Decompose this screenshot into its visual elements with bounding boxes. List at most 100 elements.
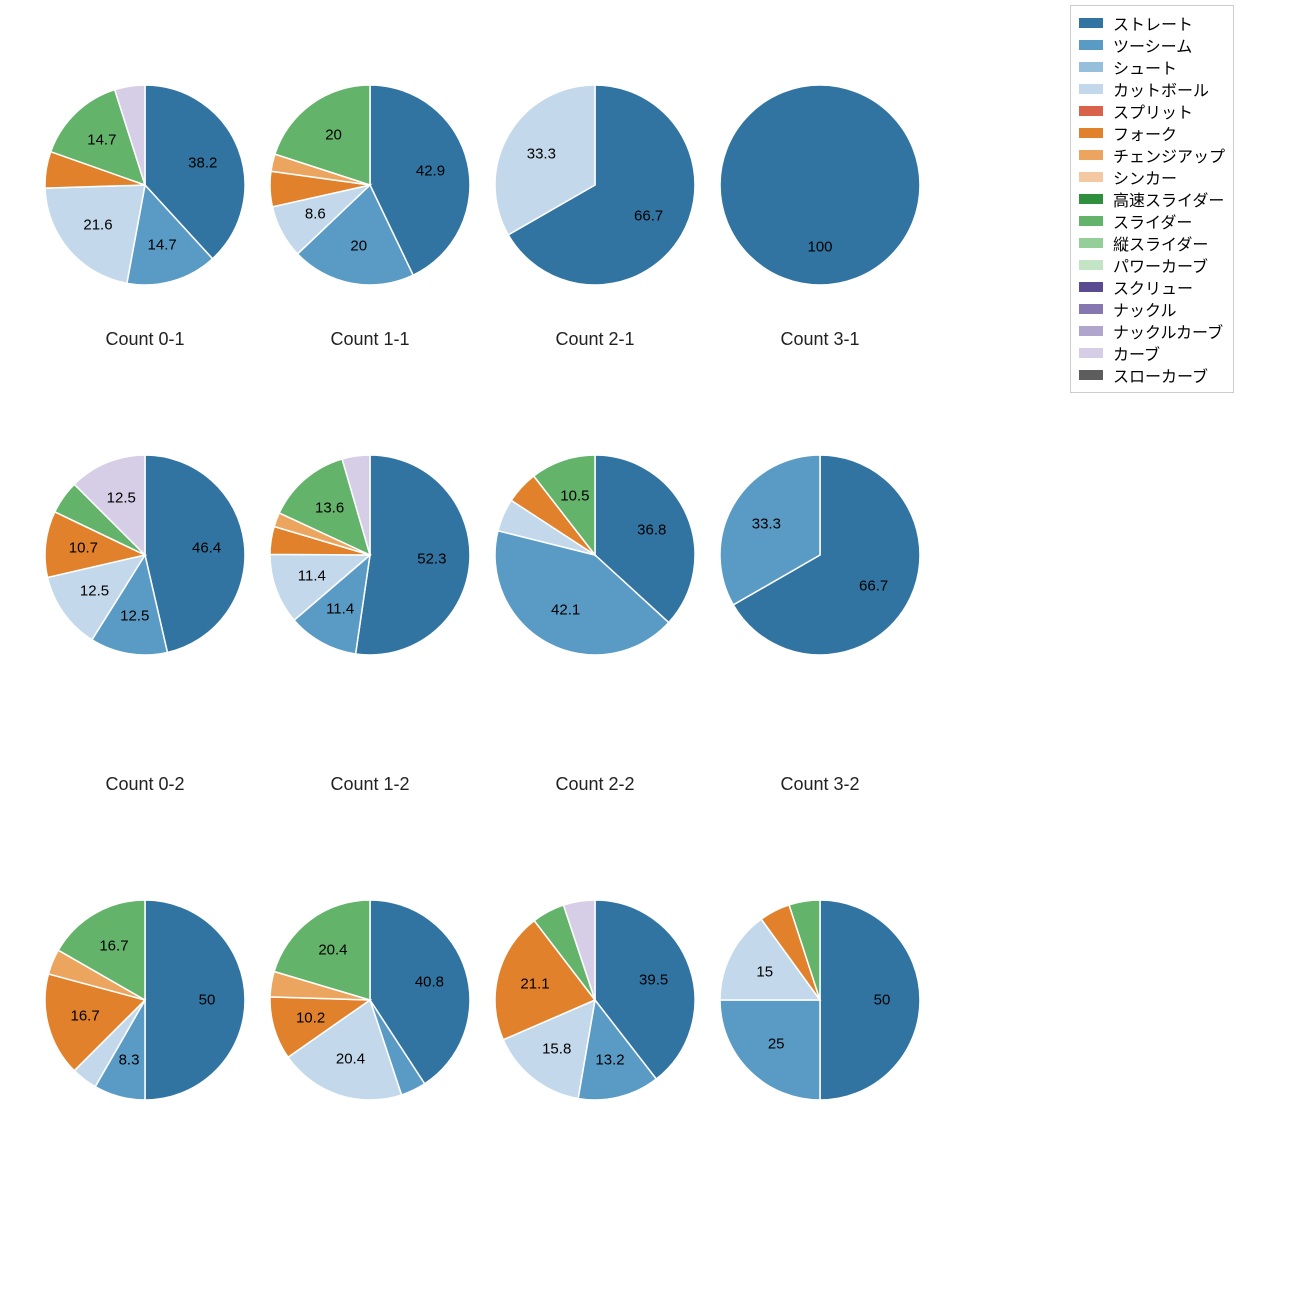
- legend-item: ストレート: [1079, 12, 1225, 34]
- pie-slice-label: 25: [768, 1035, 785, 1052]
- legend-label: パワーカーブ: [1113, 253, 1208, 277]
- pie-chart: Count 0-146.412.512.510.712.5: [45, 455, 245, 655]
- legend-item: パワーカーブ: [1079, 254, 1225, 276]
- pie-slice-label: 38.2: [188, 154, 217, 171]
- pie-slice-label: 20.4: [318, 942, 347, 959]
- pie-chart: Count 2-239.513.215.821.1: [495, 900, 695, 1100]
- pie-slice-label: 20.4: [336, 1050, 365, 1067]
- pie-slice-label: 100: [807, 239, 832, 256]
- pie-slice-label: 50: [874, 992, 891, 1009]
- legend-label: シュート: [1113, 55, 1177, 79]
- pie-title: Count 2-1: [495, 329, 695, 350]
- pie-slice-label: 10.5: [560, 488, 589, 505]
- pie-slice: [356, 455, 470, 655]
- pie-slice-label: 21.1: [520, 976, 549, 993]
- pie-chart: Count 2-136.842.110.5: [495, 455, 695, 655]
- legend-item: スライダー: [1079, 210, 1225, 232]
- legend-swatch: [1079, 304, 1103, 314]
- pie-slice-label: 8.6: [305, 206, 326, 223]
- legend-label: ナックル: [1113, 297, 1177, 321]
- pie-svg: [45, 85, 245, 285]
- legend-label: スクリュー: [1113, 275, 1193, 299]
- legend-swatch: [1079, 326, 1103, 336]
- legend-label: チェンジアップ: [1113, 143, 1225, 167]
- legend-label: 縦スライダー: [1113, 231, 1208, 255]
- pie-slice-label: 36.8: [637, 522, 666, 539]
- legend-swatch: [1079, 260, 1103, 270]
- legend-label: フォーク: [1113, 121, 1177, 145]
- legend-item: フォーク: [1079, 122, 1225, 144]
- pie-svg: [495, 455, 695, 655]
- pie-slice-label: 21.6: [83, 217, 112, 234]
- pie-title: Count 2-2: [495, 774, 695, 795]
- pie-slice: [820, 900, 920, 1100]
- legend-label: カーブ: [1113, 341, 1160, 365]
- pie-svg: [495, 900, 695, 1100]
- pie-slice-label: 46.4: [192, 540, 221, 557]
- pie-svg: [270, 85, 470, 285]
- pie-slice-label: 33.3: [527, 145, 556, 162]
- pie-chart: Count 3-0100: [720, 85, 920, 285]
- pie-chart: Count 0-2508.316.716.7: [45, 900, 245, 1100]
- pie-slice-label: 20: [350, 237, 367, 254]
- legend-label: スプリット: [1113, 99, 1193, 123]
- pie-chart: Count 2-066.733.3: [495, 85, 695, 285]
- pie-chart: Count 3-166.733.3: [720, 455, 920, 655]
- legend-swatch: [1079, 62, 1103, 72]
- pie-slice-label: 12.5: [80, 582, 109, 599]
- legend-item: ナックルカーブ: [1079, 320, 1225, 342]
- legend-swatch: [1079, 18, 1103, 28]
- pie-slice-label: 8.3: [119, 1051, 140, 1068]
- legend-item: 高速スライダー: [1079, 188, 1225, 210]
- legend-swatch: [1079, 194, 1103, 204]
- legend-item: ナックル: [1079, 298, 1225, 320]
- legend-label: シンカー: [1113, 165, 1177, 189]
- legend-swatch: [1079, 128, 1103, 138]
- pie-title: Count 1-2: [270, 774, 470, 795]
- legend-label: ストレート: [1113, 11, 1193, 35]
- legend-swatch: [1079, 348, 1103, 358]
- pie-slice-label: 11.4: [298, 568, 326, 585]
- pie-slice-label: 16.7: [70, 1007, 99, 1024]
- pie-slice-label: 39.5: [639, 971, 668, 988]
- legend-label: スライダー: [1113, 209, 1192, 233]
- legend-label: スローカーブ: [1113, 363, 1208, 387]
- legend-swatch: [1079, 370, 1103, 380]
- pie-slice-label: 16.7: [99, 938, 128, 955]
- legend-item: シンカー: [1079, 166, 1225, 188]
- legend-label: カットボール: [1113, 77, 1209, 101]
- pie-slice-label: 66.7: [859, 578, 888, 595]
- pie-slice-label: 42.1: [551, 601, 580, 618]
- pie-svg: [270, 900, 470, 1100]
- pie-slice-label: 33.3: [752, 515, 781, 532]
- pie-chart: Count 0-038.214.721.614.7: [45, 85, 245, 285]
- legend-item: カーブ: [1079, 342, 1225, 364]
- pie-slice-label: 11.4: [326, 601, 354, 618]
- pie-slice-label: 50: [199, 992, 216, 1009]
- legend: ストレートツーシームシュートカットボールスプリットフォークチェンジアップシンカー…: [1070, 5, 1234, 393]
- legend-item: スクリュー: [1079, 276, 1225, 298]
- pie-slice-label: 42.9: [416, 163, 445, 180]
- pie-slice-label: 20: [325, 126, 342, 143]
- legend-swatch: [1079, 40, 1103, 50]
- pie-slice-label: 10.2: [296, 1009, 325, 1026]
- pie-svg: [495, 85, 695, 285]
- pie-slice-label: 12.5: [107, 489, 136, 506]
- legend-swatch: [1079, 216, 1103, 226]
- pie-slice-label: 14.7: [87, 132, 116, 149]
- legend-swatch: [1079, 172, 1103, 182]
- pie-slice: [45, 185, 145, 283]
- pie-slice-label: 14.7: [148, 236, 177, 253]
- legend-item: ツーシーム: [1079, 34, 1225, 56]
- pie-slice-label: 13.6: [315, 499, 344, 516]
- pie-slice: [145, 900, 245, 1100]
- pie-title: Count 1-1: [270, 329, 470, 350]
- pie-svg: [720, 455, 920, 655]
- pie-title: Count 3-2: [720, 774, 920, 795]
- pie-slice-label: 66.7: [634, 208, 663, 225]
- pie-title: Count 0-2: [45, 774, 245, 795]
- legend-swatch: [1079, 238, 1103, 248]
- pie-slice-label: 10.7: [69, 540, 98, 557]
- legend-swatch: [1079, 282, 1103, 292]
- pie-slice-label: 40.8: [415, 974, 444, 991]
